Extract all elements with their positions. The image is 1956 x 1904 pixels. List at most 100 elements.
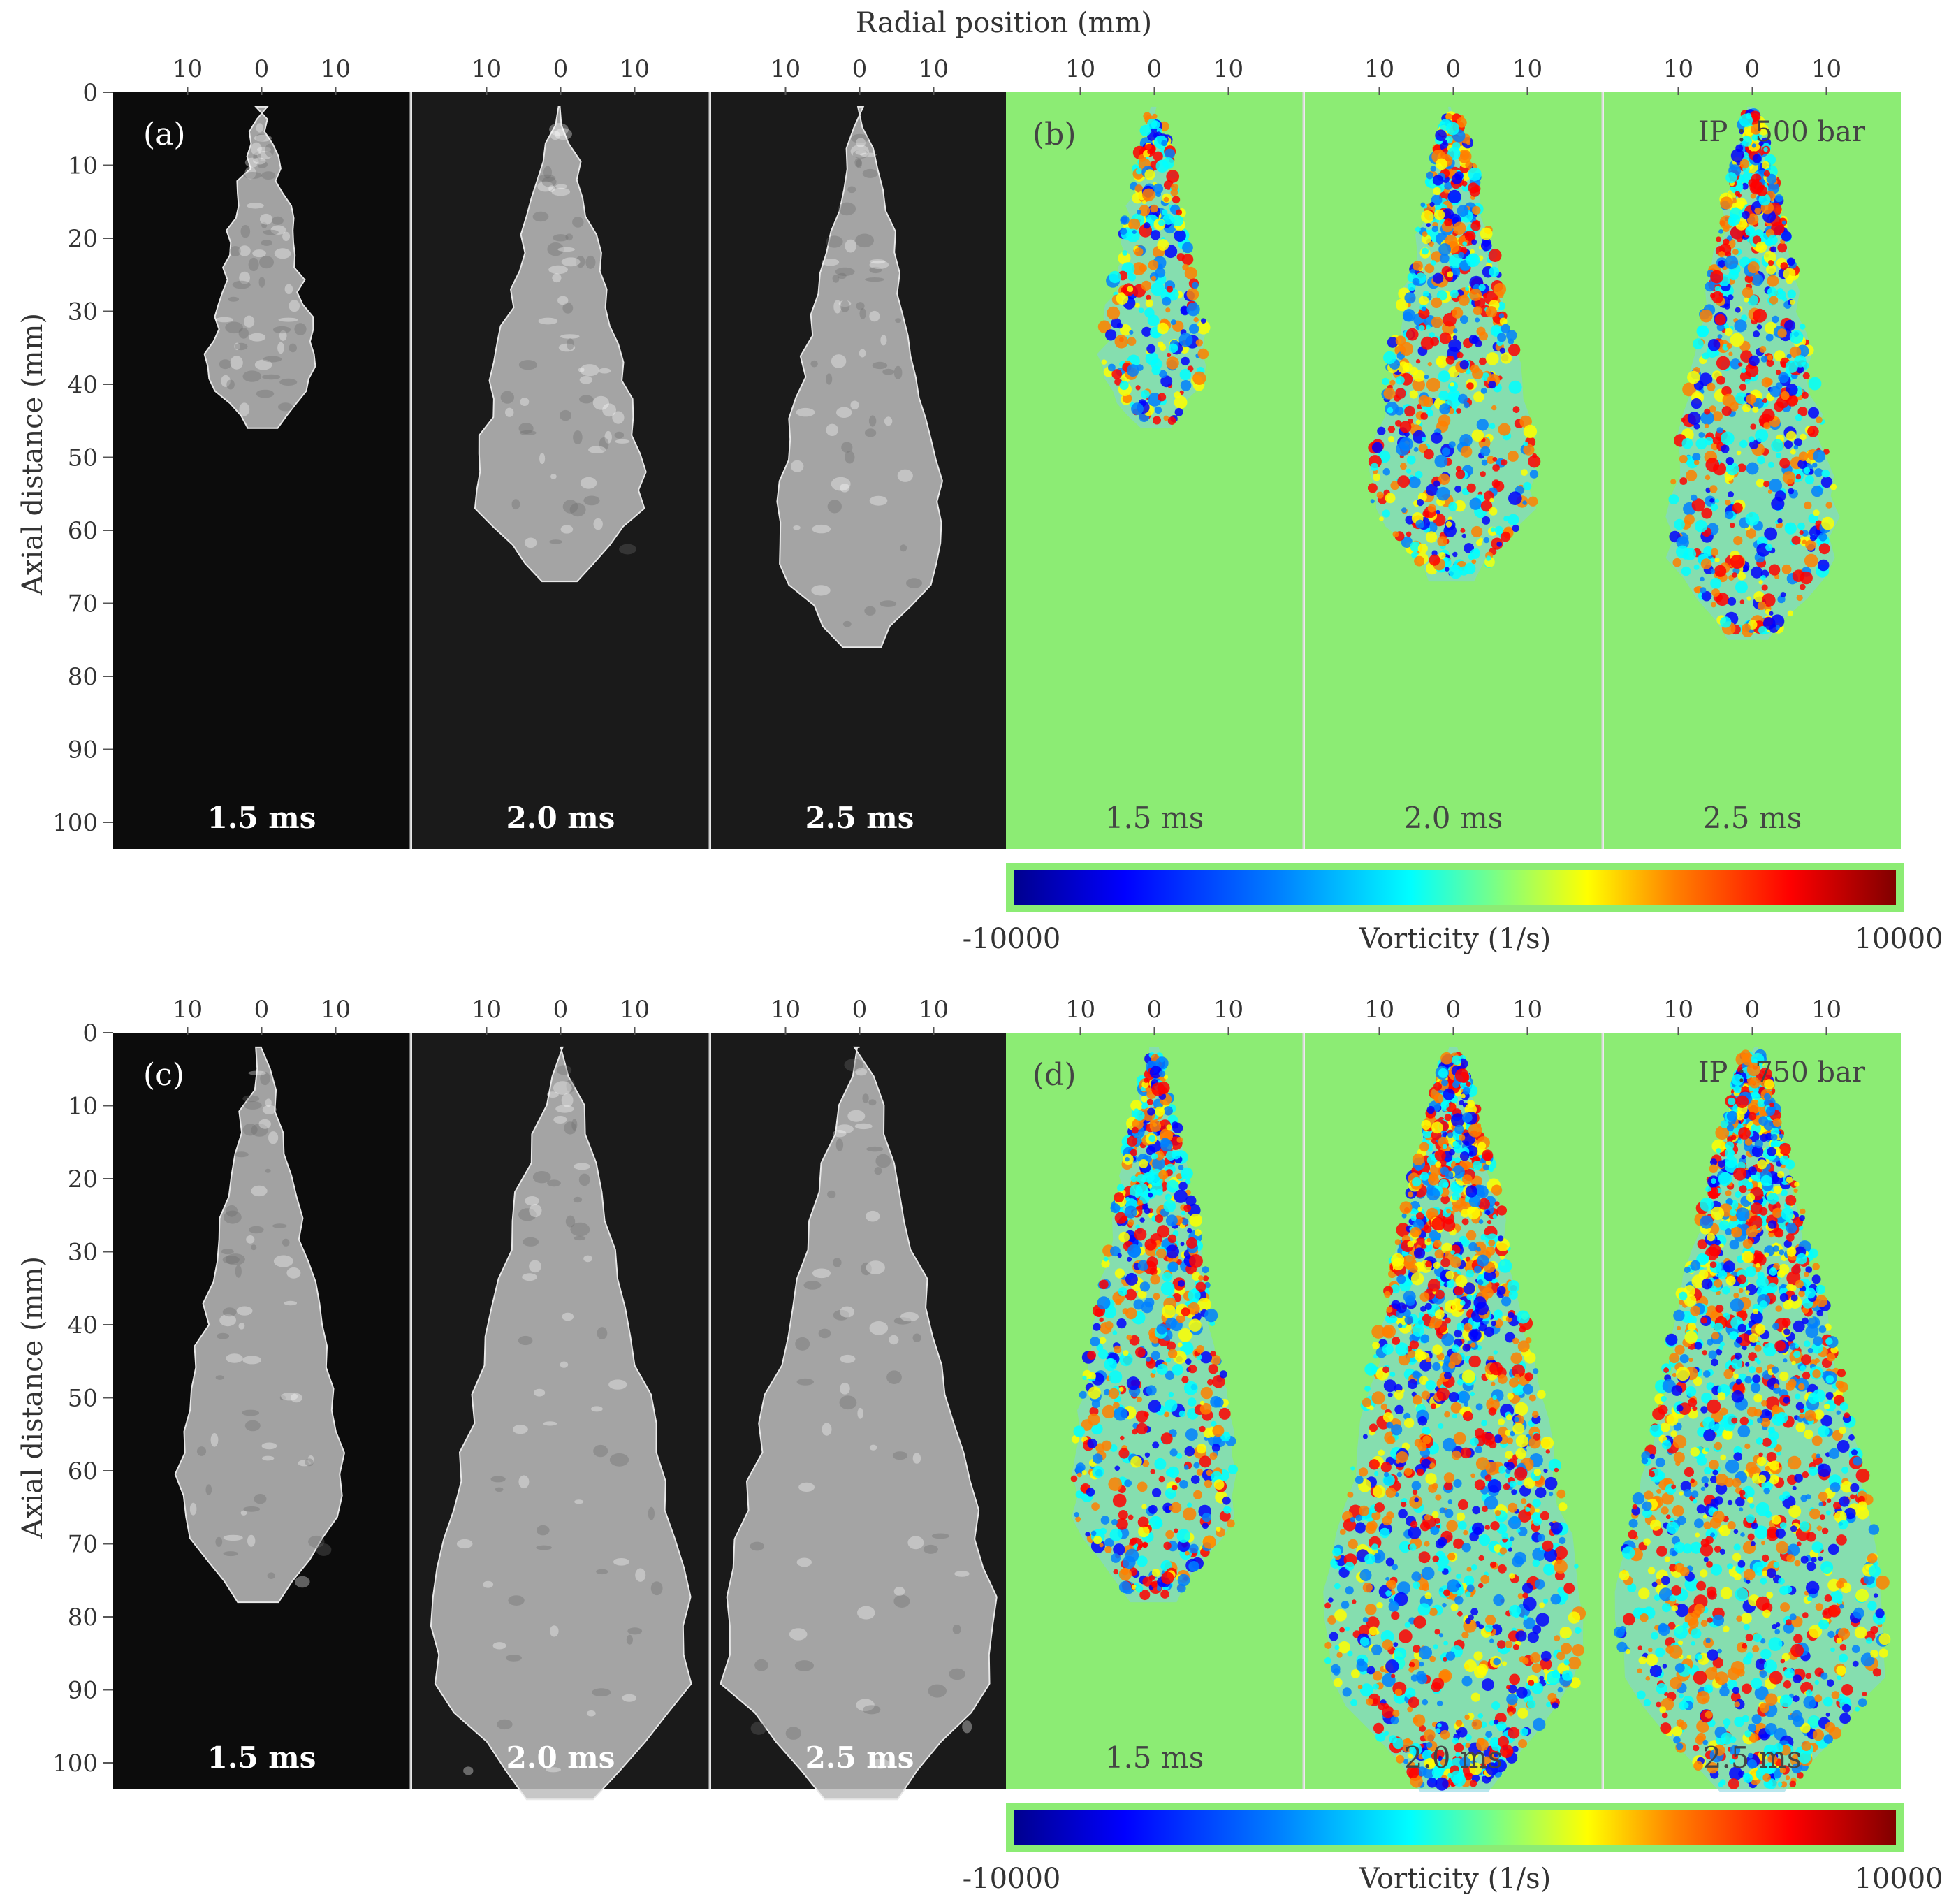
vorticity-blob — [1543, 1564, 1555, 1576]
vorticity-blob — [1444, 1317, 1451, 1324]
vorticity-blob — [1450, 1402, 1462, 1414]
vorticity-blob — [1821, 469, 1830, 478]
vorticity-blob — [1473, 391, 1484, 402]
vorticity-blob — [1406, 1765, 1419, 1779]
vorticity-blob — [1130, 1537, 1137, 1546]
spray-texture — [872, 361, 888, 370]
vorticity-blob — [1385, 1659, 1399, 1673]
vorticity-blob — [1417, 1207, 1422, 1212]
vorticity-blob — [1797, 522, 1805, 530]
vorticity-blob — [1839, 1713, 1851, 1724]
vorticity-blob — [1371, 442, 1383, 453]
vorticity-blob — [1700, 411, 1714, 425]
vorticity-blob — [1440, 1195, 1450, 1205]
vorticity-blob — [1145, 351, 1159, 365]
vorticity-blob — [1670, 479, 1677, 485]
spray-texture — [256, 123, 263, 133]
spray-texture — [253, 157, 266, 165]
vorticity-blob — [1113, 1569, 1119, 1575]
spray-texture — [260, 1071, 270, 1086]
spray-texture — [205, 1484, 212, 1495]
vorticity-blob — [1449, 254, 1464, 268]
vorticity-blob — [1718, 260, 1726, 268]
vorticity-blob — [1160, 1138, 1170, 1147]
vorticity-blob — [1753, 330, 1760, 338]
vorticity-blob — [1419, 296, 1429, 305]
spray-texture — [543, 1421, 557, 1426]
spray-texture — [560, 334, 580, 339]
vorticity-blob — [1148, 1184, 1153, 1189]
spray-texture — [833, 300, 842, 314]
vorticity-blob — [1118, 252, 1131, 265]
x-tick-label: 0 — [1745, 55, 1760, 83]
vorticity-blob — [1424, 1592, 1432, 1599]
spray-texture — [845, 451, 855, 464]
spray-texture — [262, 1455, 275, 1461]
vorticity-blob — [1533, 1433, 1541, 1441]
vorticity-blob — [1149, 1120, 1162, 1133]
vorticity-blob — [1465, 1743, 1470, 1748]
vorticity-blob — [1435, 1539, 1445, 1549]
vorticity-blob — [1737, 463, 1746, 472]
vorticity-blob — [1450, 289, 1459, 298]
vorticity-blob — [1135, 1410, 1148, 1423]
vorticity-blob — [1107, 306, 1121, 320]
vorticity-blob — [1464, 230, 1476, 242]
vorticity-blob — [1419, 1142, 1429, 1152]
spray-texture — [281, 1393, 298, 1401]
vorticity-blob — [1422, 1583, 1429, 1591]
vorticity-blob — [1127, 1514, 1134, 1520]
vorticity-blob — [1380, 1462, 1392, 1473]
vorticity-blob — [1821, 516, 1834, 530]
vorticity-blob — [1504, 1332, 1515, 1343]
vorticity-blob — [1110, 1246, 1121, 1257]
vorticity-blob — [1466, 483, 1476, 493]
vorticity-blob — [1464, 562, 1476, 574]
vorticity-blob — [1528, 1680, 1535, 1686]
vorticity-blob — [1466, 1145, 1478, 1157]
vorticity-blob — [1187, 1302, 1200, 1315]
spray-texture — [573, 430, 583, 444]
vorticity-blob — [1496, 1721, 1507, 1731]
spray-texture — [565, 1215, 576, 1228]
vorticity-blob — [1373, 1485, 1386, 1498]
vorticity-blob — [1741, 136, 1752, 147]
time-label: 2.0 ms — [1404, 1741, 1503, 1775]
vorticity-blob — [1362, 1617, 1369, 1623]
vorticity-blob — [1464, 1772, 1473, 1781]
spray-texture — [588, 446, 606, 453]
vorticity-blob — [1424, 1541, 1430, 1547]
vorticity-blob — [1471, 559, 1477, 565]
vorticity-blob — [1430, 337, 1439, 347]
vorticity-blob — [1429, 241, 1434, 247]
vorticity-blob — [1336, 1652, 1343, 1658]
vorticity-blob — [1364, 1385, 1371, 1392]
x-tick-label: 0 — [1147, 996, 1162, 1024]
vorticity-blob — [1093, 1535, 1102, 1545]
vorticity-blob — [1382, 509, 1390, 518]
vorticity-blob — [1705, 282, 1715, 292]
spray-texture — [221, 375, 231, 387]
spray-texture — [622, 1694, 636, 1702]
vorticity-blob — [1812, 463, 1818, 468]
vorticity-blob — [1123, 1350, 1129, 1356]
spray-texture — [931, 1533, 950, 1539]
vorticity-blob — [1179, 368, 1192, 381]
vorticity-blob — [1421, 210, 1434, 224]
vorticity-blob — [1744, 152, 1749, 157]
vorticity-blob — [1453, 1432, 1466, 1445]
vorticity-blob — [1181, 356, 1190, 366]
vorticity-blob — [1473, 548, 1480, 555]
vorticity-blob — [1385, 1590, 1392, 1597]
vorticity-blob — [1433, 272, 1444, 284]
vorticity-blob — [1355, 1522, 1366, 1534]
vorticity-blob — [1189, 324, 1199, 334]
vorticity-blob — [1728, 351, 1733, 356]
vorticity-blob — [1477, 1254, 1489, 1267]
vorticity-blob — [1135, 1183, 1149, 1196]
vorticity-blob — [1764, 527, 1778, 541]
vorticity-blob — [1432, 1678, 1445, 1690]
vorticity-blob — [1775, 194, 1783, 203]
vorticity-blob — [1427, 1174, 1439, 1186]
vorticity-blob — [1114, 1407, 1127, 1421]
